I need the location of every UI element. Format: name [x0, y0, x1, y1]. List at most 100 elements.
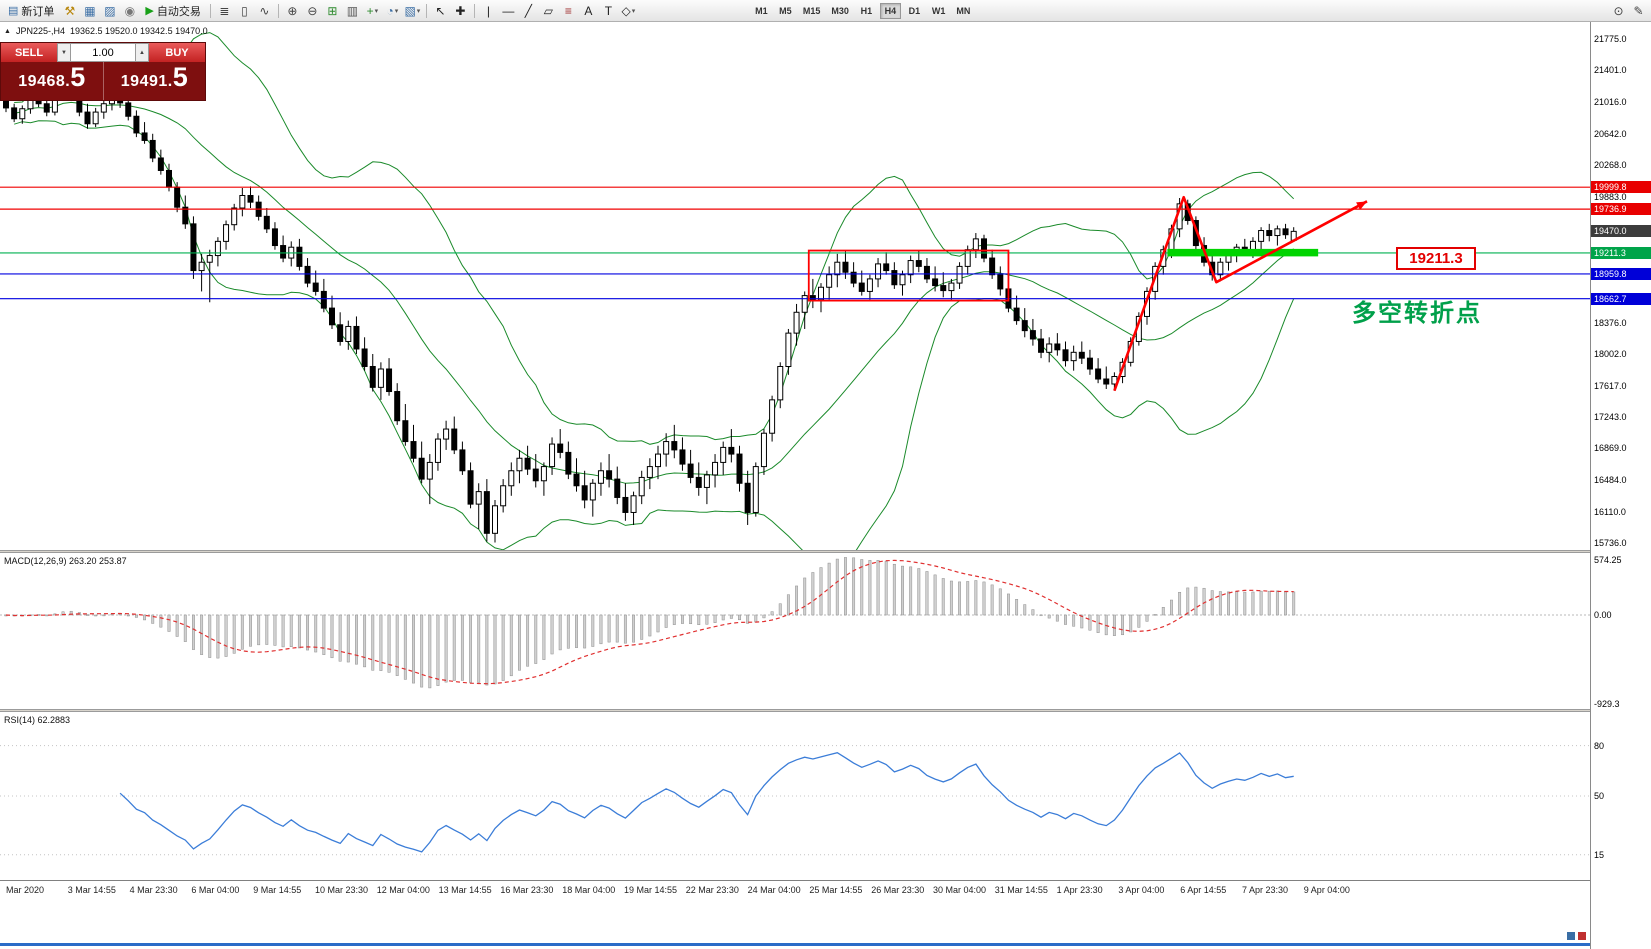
price-tick: 15736.0 [1594, 537, 1627, 548]
label-glyph: T [604, 3, 613, 18]
compile-glyph: ⚒ [64, 3, 76, 18]
status-icon-red [1578, 932, 1586, 940]
main-chart[interactable]: ▲ JPN225-,H4 19362.5 19520.0 19342.5 194… [0, 22, 1590, 550]
price-tick: 21775.0 [1594, 34, 1627, 45]
bar-chart-icon[interactable]: ≣ [215, 2, 234, 20]
volume-spin-down[interactable]: ▼ [57, 43, 71, 62]
market-watch-icon[interactable]: ▦ [80, 2, 99, 20]
zoom-in-glyph: ⊕ [287, 3, 298, 18]
price-tick: 20268.0 [1594, 159, 1627, 170]
buy-price[interactable]: 19491. 5 [104, 62, 206, 100]
data-window-icon[interactable]: ▨ [100, 2, 119, 20]
trend-arrow-head [1356, 201, 1368, 210]
price-tag-19211.3: 19211.3 [1591, 246, 1651, 259]
price-tick: 17243.0 [1594, 412, 1627, 423]
time-label: 7 Apr 23:30 [1242, 885, 1289, 895]
sell-price-pip: 5 [70, 62, 86, 92]
horizontal-levels [0, 186, 1590, 300]
volume-spin-up[interactable]: ▲ [135, 43, 149, 62]
time-axis[interactable]: Mar 2020 3 Mar 14:55 4 Mar 23:30 6 Mar 04:0… [0, 880, 1590, 898]
toolbar-separator [209, 3, 211, 18]
grid-icon[interactable]: ⊞ [323, 2, 342, 20]
timeframe-button-mn[interactable]: MN [956, 5, 971, 16]
timeframe-button-m1[interactable]: M1 [755, 5, 768, 16]
timeframe-button-d1[interactable]: D1 [908, 5, 921, 16]
line-chart-icon[interactable]: ∿ [255, 2, 274, 20]
price-tick: 21401.0 [1594, 65, 1627, 76]
add-indicator-glyph: + [366, 3, 374, 18]
one-click-collapse-icon[interactable]: ▲ [4, 27, 11, 35]
edit-icon[interactable]: ✎ [1629, 2, 1648, 20]
rsi-svg [0, 745, 1590, 856]
timeframe-button-h1[interactable]: H1 [860, 5, 873, 16]
time-label: 30 Mar 04:00 [933, 885, 987, 895]
rsi-tick: 50 [1594, 791, 1605, 801]
price-level-callout: 19211.3 [1396, 247, 1476, 270]
macd-panel[interactable]: MACD(12,26,9) 263.20 253.87 [0, 553, 1590, 709]
templates-icon-dropdown[interactable]: ▾ [416, 7, 421, 15]
cursor-icon[interactable]: ↖ [431, 2, 450, 20]
crosshair-icon[interactable]: ✚ [451, 2, 470, 20]
chart-title: ▲ JPN225-,H4 19362.5 19520.0 19342.5 194… [4, 26, 208, 36]
new-order-button[interactable]: ▤ 新订单 [3, 2, 59, 20]
time-label: 16 Mar 23:30 [500, 885, 554, 895]
panel-splitter[interactable] [0, 709, 1590, 712]
templates-icon[interactable]: ▧ ▾ [403, 2, 422, 20]
grid-glyph: ⊞ [327, 3, 338, 18]
market-watch-glyph: ▦ [84, 3, 96, 18]
rsi-tick: 80 [1594, 740, 1605, 751]
time-label: 31 Mar 14:55 [994, 885, 1048, 895]
buy-price-main: 19491. [120, 73, 173, 90]
chart-shift-icon[interactable]: ▥ [343, 2, 362, 20]
time-label: 6 Mar 04:00 [191, 885, 240, 895]
panel-splitter[interactable] [0, 550, 1590, 553]
add-indicator-icon[interactable]: + ▾ [363, 2, 382, 20]
price-tick: 21016.0 [1594, 97, 1627, 108]
timeframe-button-h4[interactable]: H4 [879, 2, 901, 19]
candlestick-chart-glyph: ▯ [241, 3, 248, 18]
zoom-out-icon[interactable]: ⊖ [303, 2, 322, 20]
text-icon[interactable]: A [579, 2, 598, 20]
label-icon[interactable]: T [599, 2, 618, 20]
timeframe-button-w1[interactable]: W1 [931, 5, 946, 16]
navigator-icon[interactable]: ◉ [120, 2, 139, 20]
chart-shift-glyph: ▥ [346, 3, 359, 18]
compile-icon[interactable]: ⚒ [60, 2, 79, 20]
price-tick: 17617.0 [1594, 380, 1627, 391]
zoom-in-icon[interactable]: ⊕ [283, 2, 302, 20]
arrows-icon-dropdown[interactable]: ▾ [631, 7, 636, 15]
add-indicator-icon-dropdown[interactable]: ▾ [374, 7, 379, 15]
data-window-glyph: ▨ [104, 3, 116, 18]
trendline-icon[interactable]: ╱ [519, 2, 538, 20]
time-label: 9 Mar 14:55 [253, 885, 302, 895]
auto-trading-button[interactable]: ▶ 自动交易 [140, 2, 205, 20]
periods-icon-dropdown[interactable]: ▾ [394, 7, 399, 15]
macd-histogram [4, 557, 1296, 689]
volume-input[interactable]: 1.00 [71, 43, 135, 62]
timeframe-button-m30[interactable]: M30 [831, 5, 849, 16]
time-label: 18 Mar 04:00 [562, 885, 616, 895]
sell-price[interactable]: 19468. 5 [1, 62, 104, 100]
arrows-glyph: ◇ [621, 3, 631, 18]
new-order-glyph: ▤ [8, 5, 19, 17]
horizontal-line-icon[interactable]: — [499, 2, 518, 20]
price-scale[interactable]: 21775.0 21401.0 21016.0 20642.0 20268.0 19883… [1590, 22, 1651, 949]
time-label: 1 Apr 23:30 [1056, 885, 1103, 895]
rsi-line [119, 752, 1294, 853]
periods-icon[interactable]: ◔ ▾ [383, 2, 402, 20]
buy-button[interactable]: BUY [149, 43, 205, 62]
candlestick-chart-icon[interactable]: ▯ [235, 2, 254, 20]
timeframe-button-m5[interactable]: M5 [779, 5, 792, 16]
arrows-icon[interactable]: ◇ ▾ [619, 2, 638, 20]
sell-button[interactable]: SELL [1, 43, 57, 62]
fibonacci-icon[interactable]: ≡ [559, 2, 578, 20]
channel-icon[interactable]: ▱ [539, 2, 558, 20]
one-click-trade-panel: SELL ▼ 1.00 ▲ BUY 19468. 5 19491. 5 [0, 42, 206, 101]
search-icon[interactable]: ⊙ [1609, 2, 1628, 20]
rsi-panel[interactable]: RSI(14) 62.2883 [0, 712, 1590, 880]
price-tick: 16484.0 [1594, 475, 1627, 486]
status-icon-blue [1567, 932, 1575, 940]
timeframe-button-m15[interactable]: M15 [802, 5, 821, 16]
vertical-line-icon[interactable]: | [479, 2, 498, 20]
